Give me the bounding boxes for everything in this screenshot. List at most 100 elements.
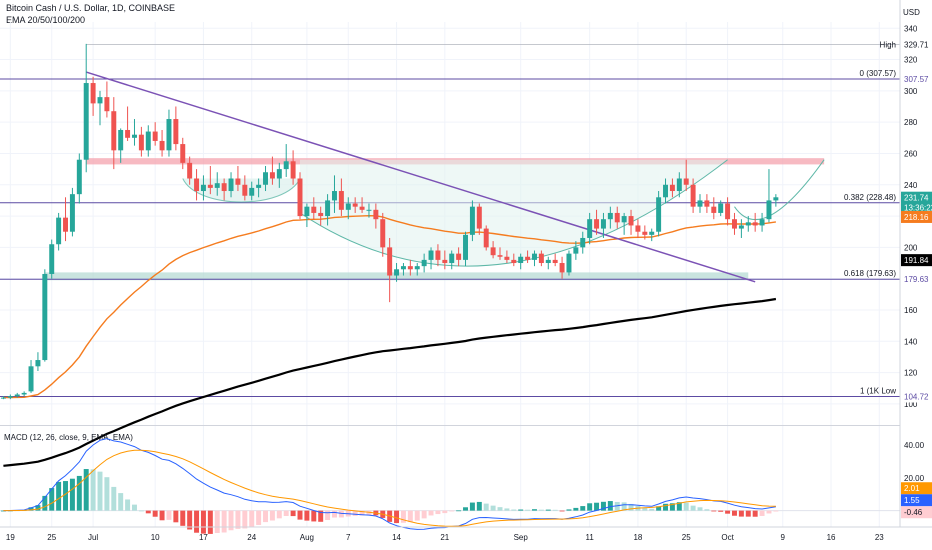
macd-bar: [628, 503, 634, 511]
y-tick-label: 140: [904, 337, 918, 346]
candle-body: [525, 256, 531, 260]
candle-body: [228, 178, 234, 192]
macd-bar: [366, 510, 372, 516]
macd-bar: [235, 510, 241, 529]
macd-bar: [228, 510, 234, 531]
macd-bar: [442, 510, 448, 514]
candle-body: [600, 219, 606, 229]
candle-body: [435, 250, 441, 260]
candle-body: [276, 169, 282, 179]
candle-body: [566, 253, 572, 273]
macd-bar: [207, 510, 213, 534]
macd-bar: [111, 486, 117, 511]
candle-body: [683, 178, 689, 185]
x-tick-label: 16: [827, 533, 836, 542]
macd-bar: [407, 510, 413, 523]
macd-bar: [269, 510, 275, 521]
macd-bar: [504, 508, 510, 511]
macd-bar: [173, 510, 179, 523]
macd-bar: [642, 507, 648, 511]
macd-bar: [669, 503, 675, 511]
macd-bar: [318, 510, 324, 522]
x-tick-label: 11: [585, 533, 594, 542]
y-tick-label: 100: [904, 400, 918, 409]
x-tick-label: 19: [6, 533, 15, 542]
y-tick-label: 200: [904, 243, 918, 252]
macd-bar: [76, 475, 82, 511]
macd-bar: [325, 510, 331, 520]
candle-body: [725, 203, 731, 220]
candle-body: [752, 222, 758, 226]
macd-bar: [118, 493, 124, 511]
candle-body: [407, 266, 413, 270]
macd-bar: [607, 501, 613, 511]
candle-body: [359, 206, 365, 210]
macd-bar: [256, 510, 262, 525]
candle-body: [318, 212, 324, 217]
right-cup: [734, 159, 825, 221]
candle-body: [449, 253, 455, 264]
candle-body: [469, 206, 475, 235]
macd-bar: [449, 510, 455, 512]
candle-body: [14, 394, 20, 397]
x-tick-label: 14: [392, 533, 401, 542]
candle-body: [7, 396, 13, 398]
left-cup: [182, 178, 301, 203]
macd-bar: [738, 510, 744, 517]
candle-body: [545, 259, 551, 264]
candle-body: [704, 200, 710, 207]
macd-pane: MACD (12, 26, close, 9, EMA, EMA): [0, 433, 900, 534]
macd-bar: [463, 507, 468, 511]
candle-body: [594, 219, 600, 229]
signal-value-tag: -0.46: [904, 508, 923, 517]
candle-body: [773, 197, 779, 201]
macd-bar: [511, 509, 517, 511]
candle-body: [132, 134, 137, 138]
candle-body: [118, 129, 124, 151]
macd-bar: [573, 507, 579, 511]
macd-bar: [166, 510, 172, 520]
candle-body: [628, 216, 634, 226]
candle-body: [159, 140, 165, 151]
macd-bar: [621, 502, 627, 511]
candle-body: [552, 259, 558, 264]
fib1-tag: 104.72: [904, 392, 929, 401]
macd-bar: [180, 510, 186, 526]
candle-body: [235, 178, 241, 185]
candle-body: [63, 217, 68, 232]
macd-bar: [600, 501, 606, 511]
candle-body: [380, 219, 386, 248]
x-tick-label: 25: [682, 533, 691, 542]
x-tick-label: Jul: [88, 533, 98, 542]
candle-body: [35, 360, 41, 367]
candle-body: [456, 253, 462, 260]
macd-bar: [745, 510, 751, 517]
x-tick-label: Aug: [300, 533, 314, 542]
high-tag: 329.71: [904, 40, 929, 49]
macd-bar: [752, 510, 758, 517]
x-tick-label: 24: [247, 533, 256, 542]
macd-bar: [525, 509, 531, 511]
candle-body: [463, 234, 468, 260]
candle-body: [483, 228, 489, 248]
macd-bar: [352, 510, 358, 516]
candle-body: [532, 253, 537, 260]
last-price-tag-bg: [901, 191, 932, 204]
candle-body: [90, 83, 96, 104]
macd-bar: [304, 510, 310, 521]
candle-body: [511, 259, 517, 264]
macd-bar: [69, 478, 75, 511]
macd-bar: [428, 510, 434, 516]
cup-fill: [300, 159, 728, 267]
macd-bar: [290, 510, 296, 517]
candle-body: [111, 111, 117, 151]
signal-value-tag-bg: [901, 506, 932, 519]
x-tick-label: 21: [440, 533, 449, 542]
candle-body: [690, 184, 696, 207]
macd-bar: [759, 510, 765, 516]
candle-body: [732, 219, 737, 229]
cup-shapes: [182, 159, 825, 267]
macd-bar: [187, 510, 193, 530]
